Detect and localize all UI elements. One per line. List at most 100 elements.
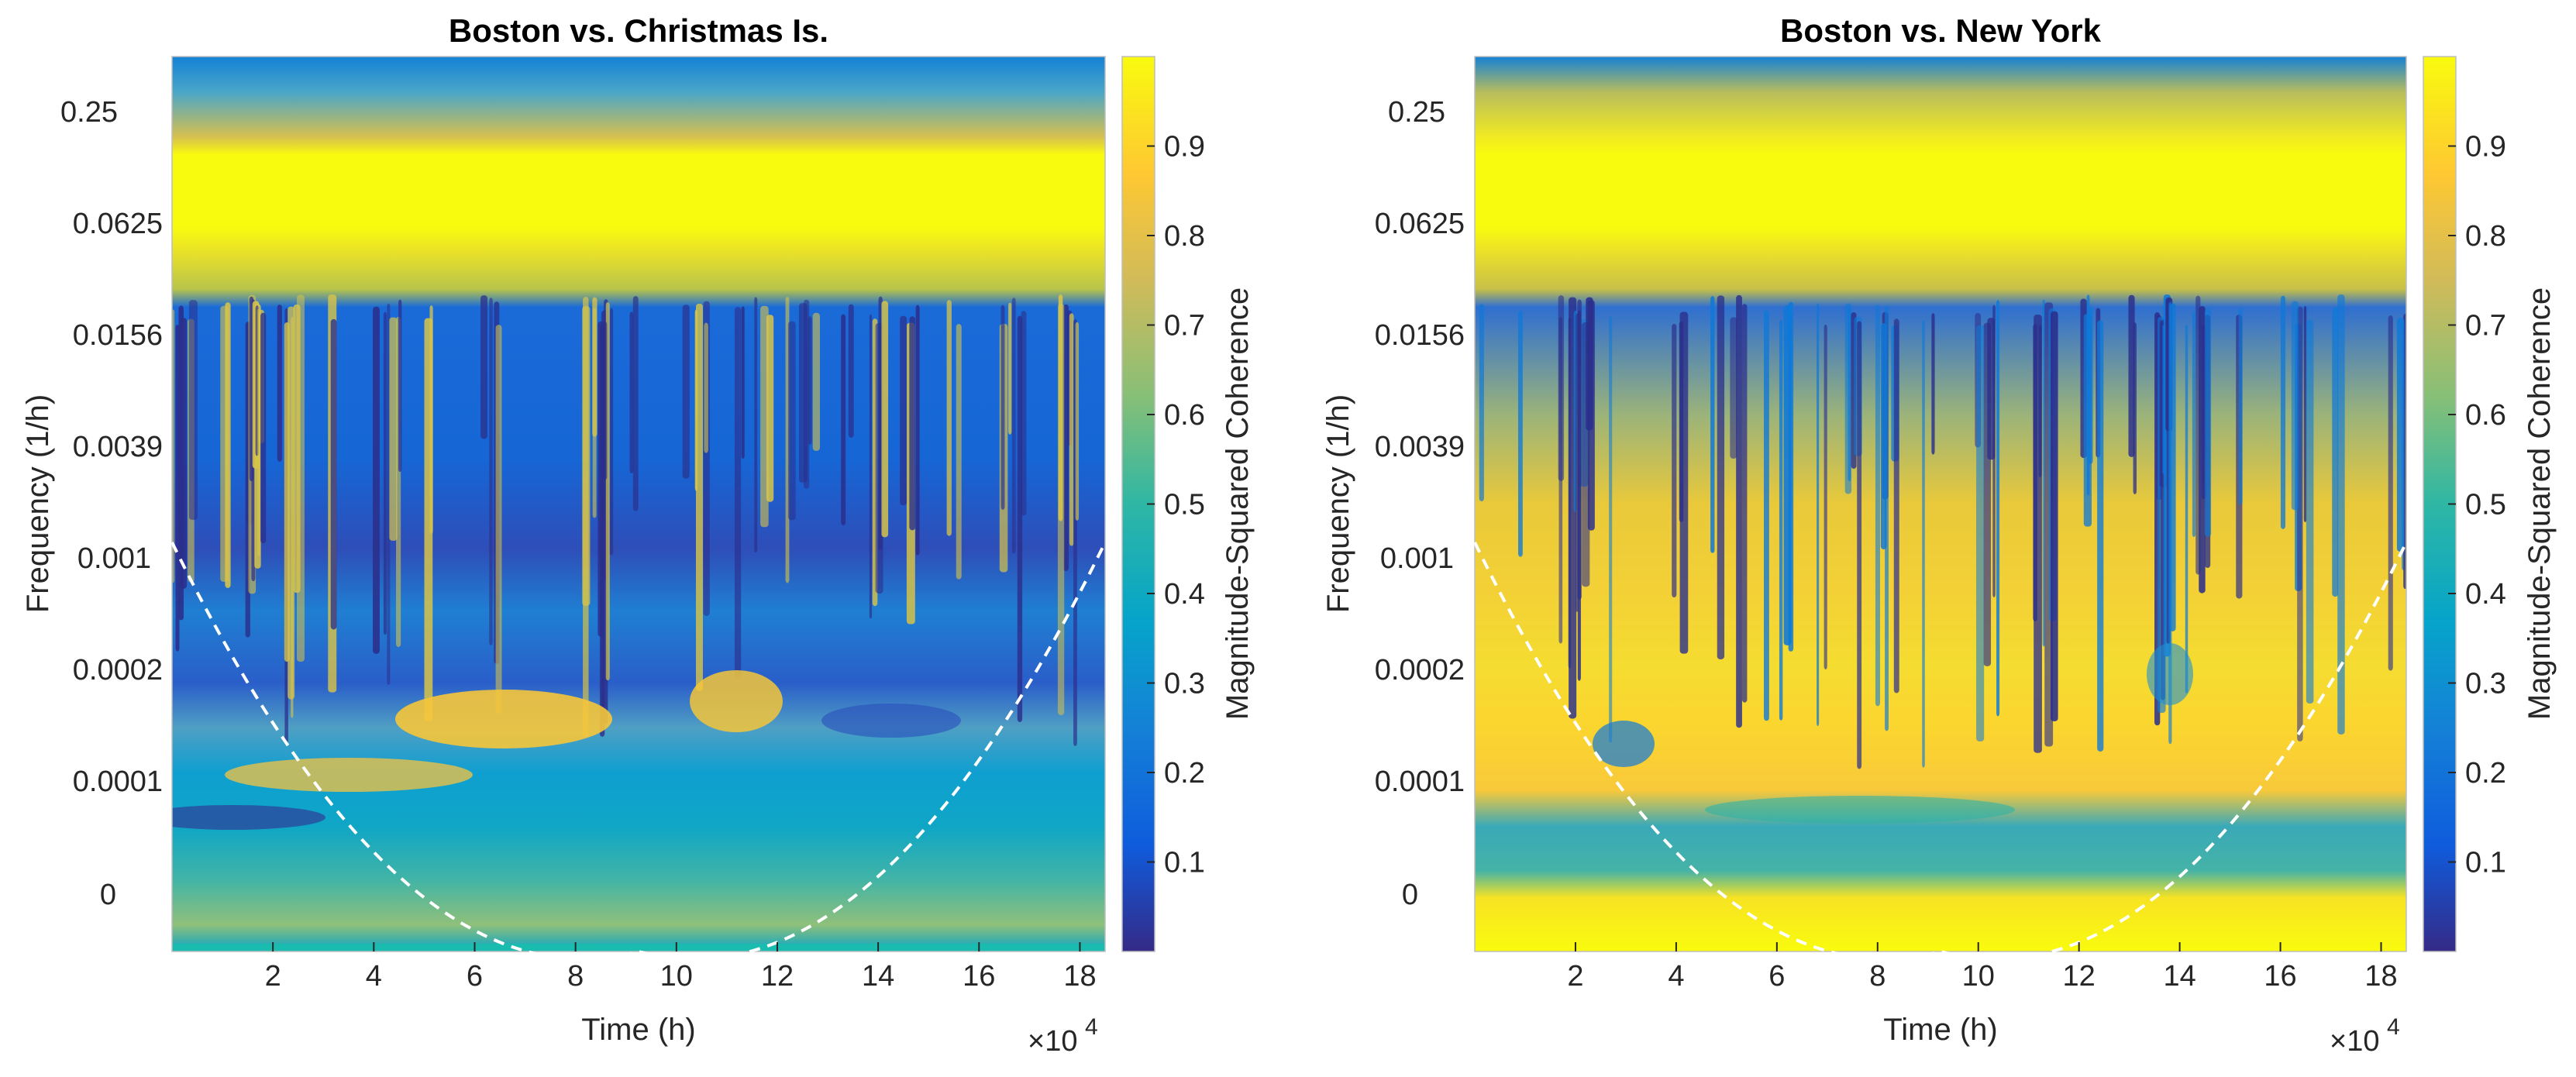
- y-tick-label: 0.0625: [73, 208, 163, 240]
- heatmap-streak: [1736, 294, 1742, 728]
- heatmap-streak: [1741, 304, 1748, 703]
- y-tick-label: 0.001: [77, 542, 151, 575]
- heatmap-streak: [1779, 319, 1783, 721]
- x-multiplier: ×10 4: [1028, 1014, 1098, 1058]
- heatmap-streak: [956, 324, 962, 580]
- heatmap-streak: [2297, 306, 2303, 742]
- x-tick-label: 16: [963, 960, 995, 993]
- heatmap-streak: [2204, 308, 2212, 537]
- plot-frame: [1474, 56, 2407, 952]
- heatmap-streak: [848, 304, 854, 438]
- colorbar-tick-label: 0.1: [1164, 847, 1205, 879]
- heatmap-streak: [2051, 311, 2058, 721]
- heatmap-streak: [480, 295, 487, 439]
- colorbar: 0.1 0.2 0.3 0.4 0.5 0.6 0.7 0.8 0.9 Magnitude-Sq…: [1121, 56, 1255, 952]
- heatmap-streak: [1880, 323, 1887, 550]
- x-tick-label: 14: [862, 960, 894, 993]
- heatmap-streak: [881, 301, 889, 538]
- colorbar-label: Magnitude-Squared Coherence: [1221, 287, 1255, 720]
- heatmap-streak: [293, 305, 301, 594]
- x-tick-label: 12: [761, 960, 794, 993]
- x-tick-label: 18: [1063, 960, 1096, 993]
- heatmap-streak: [695, 303, 703, 692]
- colorbar-tick-label: 0.1: [2465, 847, 2506, 879]
- heatmap-streak: [609, 308, 614, 556]
- x-tick-label: 10: [1962, 960, 1995, 993]
- x-tick-label: 2: [1567, 960, 1583, 993]
- heatmap-streak: [2388, 315, 2393, 671]
- heatmap-streak: [1922, 320, 1925, 768]
- y-tick-label: 0.0001: [73, 766, 163, 798]
- y-tick-label: 0.0156: [73, 319, 163, 352]
- heatmap-streak: [1011, 298, 1016, 554]
- heatmap-streak: [1857, 321, 1862, 769]
- y-tick-label: 0.25: [1388, 96, 1445, 129]
- heatmap-streak: [915, 305, 920, 556]
- heatmap-streak: [2303, 305, 2307, 523]
- heatmap-streak: [1000, 305, 1005, 510]
- heatmap-streak: [841, 314, 846, 526]
- colorbar-label: Magnitude-Squared Coherence: [2523, 287, 2557, 720]
- heatmap-streak: [2195, 295, 2201, 575]
- heatmap-streak: [398, 299, 402, 473]
- x-tick-label: 12: [2063, 960, 2096, 993]
- x-tick-label: 8: [1869, 960, 1886, 993]
- colorbar-tick-label: 0.6: [2465, 399, 2506, 432]
- y-tick-label: 0.25: [60, 96, 118, 129]
- heatmap-streak: [288, 306, 295, 700]
- heatmap-streak: [2097, 320, 2104, 752]
- x-tick-label: 2: [265, 960, 281, 993]
- heatmap-streak: [172, 309, 175, 583]
- heatmap-streak: [1021, 311, 1027, 516]
- heatmap-streak: [180, 318, 188, 589]
- y-axis-ticks: 0.25 0.0625 0.0156 0.0039 0.001 0.0002 0…: [1375, 96, 1465, 911]
- x-multiplier: ×10 4: [2330, 1014, 2400, 1058]
- x-tick-label: 8: [567, 960, 584, 993]
- heatmap-streak: [1875, 305, 1880, 707]
- heatmap-streak: [632, 296, 639, 511]
- heatmap-streak: [1893, 318, 1899, 693]
- heatmap-streak: [1817, 303, 1820, 727]
- heatmap-streak: [601, 321, 608, 480]
- heatmap-streak: [629, 311, 634, 473]
- heatmap-streak: [188, 300, 198, 520]
- x-multiplier-base: ×10: [2330, 1025, 2379, 1058]
- coherence-heatmap: [172, 57, 1105, 951]
- y-tick-label: 0: [1402, 879, 1418, 911]
- colorbar-tick-label: 0.7: [1164, 310, 1205, 342]
- y-tick-label: 0.0156: [1375, 319, 1465, 352]
- heatmap-streaks: [1479, 294, 2406, 769]
- heatmap-streak: [766, 315, 774, 502]
- heatmap-streak: [909, 316, 916, 531]
- colorbar-tick-label: 0.2: [1164, 757, 1205, 790]
- colorbar-tick-label: 0.7: [2465, 310, 2506, 342]
- heatmap-streak: [1824, 324, 1827, 669]
- heatmap-streak: [2291, 301, 2299, 511]
- coherence-heatmap: [1475, 57, 2406, 951]
- heatmap-streak: [2396, 318, 2405, 552]
- chart-title: Boston vs. New York: [1780, 12, 2102, 49]
- x-tick-label: 4: [366, 960, 382, 993]
- heatmap-streak: [225, 302, 231, 588]
- heatmap-streaks: [172, 294, 1080, 746]
- x-axis-label: Time (h): [581, 1013, 695, 1047]
- heatmap-streak: [812, 312, 821, 451]
- heatmap-streak: [175, 325, 180, 652]
- heatmap-streak: [1558, 317, 1563, 644]
- x-tick-label: 6: [467, 960, 483, 993]
- heatmap-streak: [1996, 300, 2000, 717]
- heatmap-streak: [1710, 296, 1715, 553]
- colorbar-tick-label: 0.8: [1164, 220, 1205, 253]
- colorbar-tick-label: 0.6: [1164, 399, 1205, 432]
- heatmap-streak: [1577, 310, 1581, 681]
- x-multiplier-exponent: 4: [2387, 1014, 2400, 1040]
- heatmap-streak: [592, 308, 597, 518]
- heatmap-streak: [741, 306, 745, 459]
- heatmap-streak: [383, 311, 387, 635]
- heatmap-streak: [946, 300, 952, 536]
- heatmap-streak: [495, 325, 502, 714]
- y-axis-label: Frequency (1/h): [21, 394, 55, 613]
- colorbar-tick-label: 0.5: [2465, 489, 2506, 521]
- colorbar-tick-label: 0.3: [2465, 668, 2506, 700]
